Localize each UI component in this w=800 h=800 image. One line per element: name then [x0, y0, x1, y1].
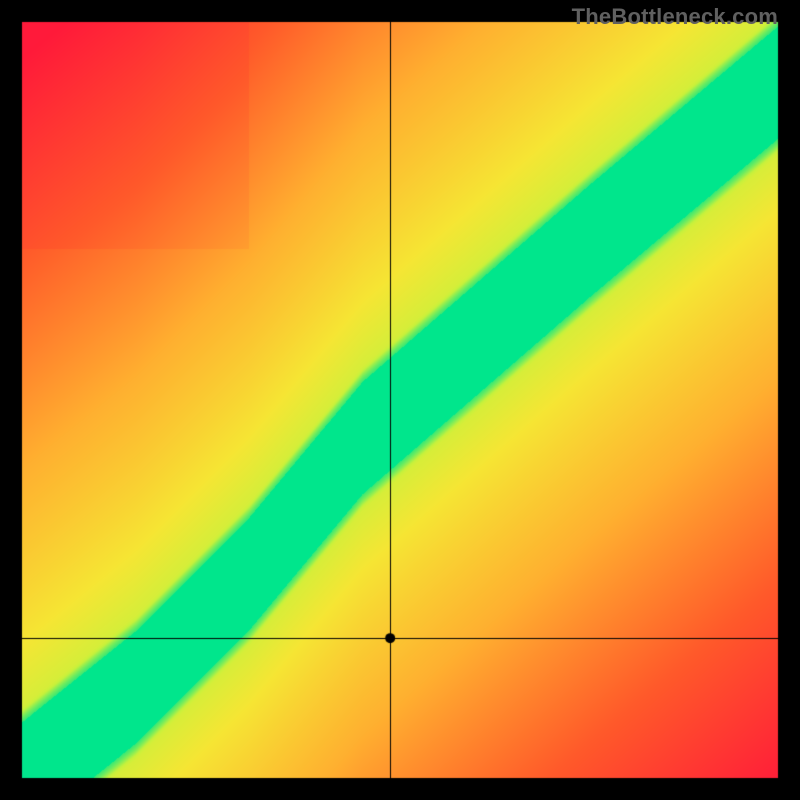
- watermark-text: TheBottleneck.com: [572, 4, 778, 30]
- heatmap-canvas: [0, 0, 800, 800]
- plot-container: TheBottleneck.com: [0, 0, 800, 800]
